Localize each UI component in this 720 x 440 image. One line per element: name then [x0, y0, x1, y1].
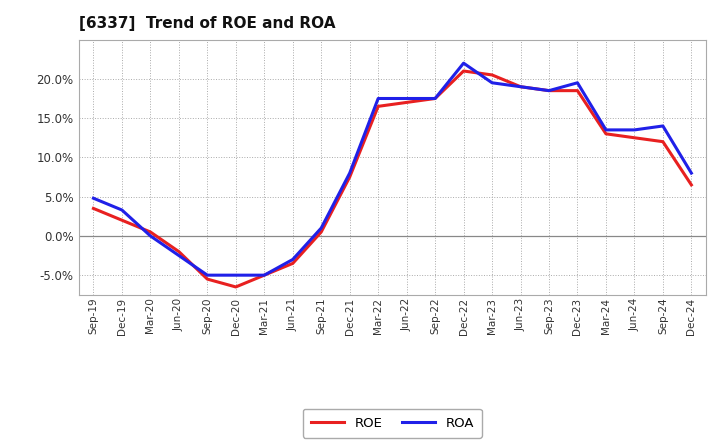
- ROE: [573, 88, 582, 93]
- Line: ROE: ROE: [94, 71, 691, 287]
- ROA: [260, 272, 269, 278]
- ROA: [232, 272, 240, 278]
- ROA: [659, 123, 667, 128]
- ROE: [232, 284, 240, 290]
- ROA: [487, 80, 496, 85]
- ROA: [146, 233, 155, 238]
- ROA: [374, 96, 382, 101]
- ROE: [174, 249, 183, 254]
- ROE: [431, 96, 439, 101]
- ROE: [117, 217, 126, 223]
- ROA: [289, 257, 297, 262]
- ROA: [687, 170, 696, 176]
- ROA: [516, 84, 525, 89]
- ROA: [545, 88, 554, 93]
- ROE: [459, 68, 468, 73]
- Text: [6337]  Trend of ROE and ROA: [6337] Trend of ROE and ROA: [79, 16, 336, 32]
- ROA: [317, 225, 325, 231]
- ROE: [402, 100, 411, 105]
- ROE: [659, 139, 667, 144]
- ROE: [487, 72, 496, 77]
- ROE: [630, 135, 639, 140]
- ROE: [146, 229, 155, 235]
- Line: ROA: ROA: [94, 63, 691, 275]
- ROA: [117, 207, 126, 213]
- ROE: [289, 261, 297, 266]
- ROA: [346, 170, 354, 176]
- ROA: [402, 96, 411, 101]
- ROA: [573, 80, 582, 85]
- ROE: [317, 229, 325, 235]
- ROE: [516, 84, 525, 89]
- ROE: [89, 206, 98, 211]
- ROE: [374, 104, 382, 109]
- ROA: [630, 127, 639, 132]
- ROA: [203, 272, 212, 278]
- ROA: [174, 253, 183, 258]
- ROA: [89, 195, 98, 201]
- ROA: [431, 96, 439, 101]
- ROE: [260, 272, 269, 278]
- ROE: [602, 131, 611, 136]
- Legend: ROE, ROA: ROE, ROA: [303, 409, 482, 438]
- ROA: [602, 127, 611, 132]
- ROE: [687, 182, 696, 187]
- ROE: [346, 174, 354, 180]
- ROE: [203, 276, 212, 282]
- ROA: [459, 61, 468, 66]
- ROE: [545, 88, 554, 93]
